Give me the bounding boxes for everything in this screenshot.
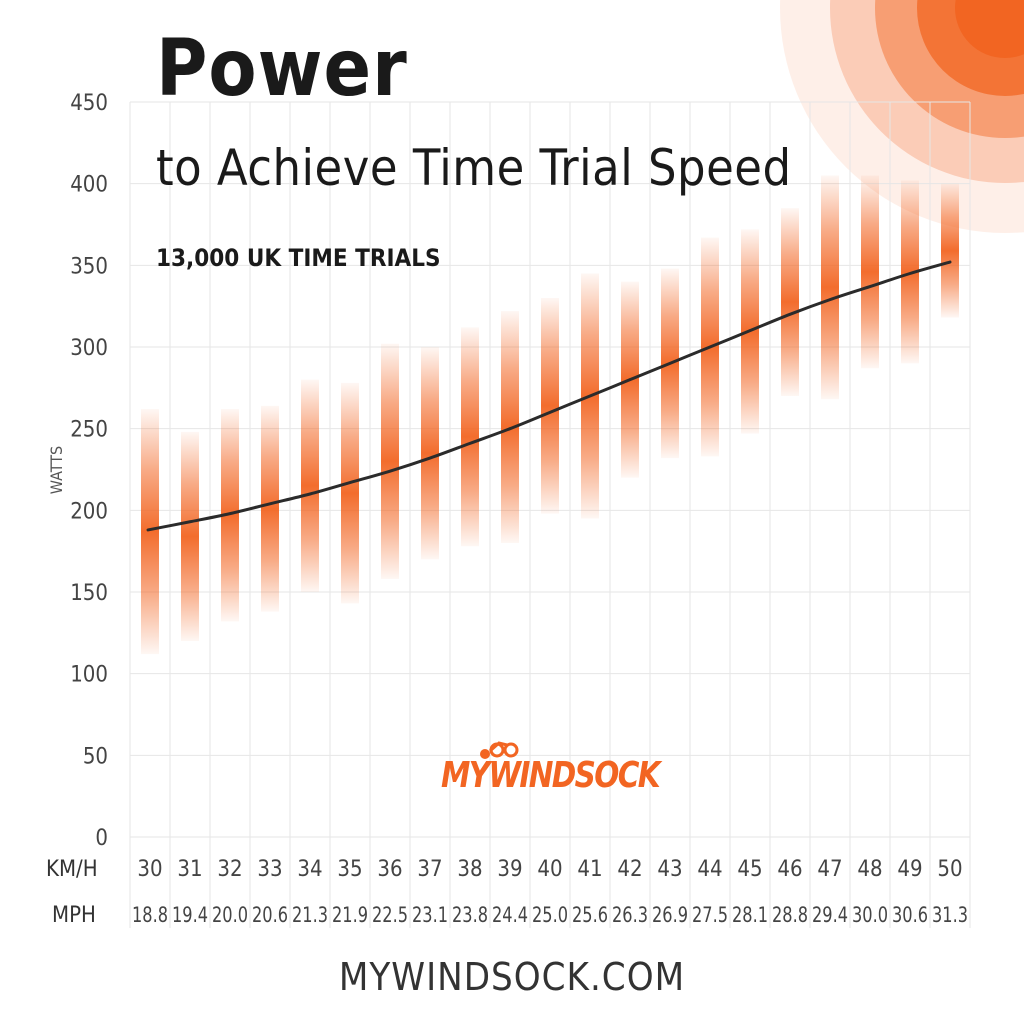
range-bar <box>541 298 559 514</box>
range-bar <box>821 175 839 400</box>
range-bar <box>141 409 159 655</box>
range-bar <box>301 379 319 592</box>
x-tick-label-mph: 29.4 <box>812 903 848 927</box>
x-tick-label-mph: 18.8 <box>132 903 168 927</box>
x-tick-label-kmh: 38 <box>457 857 482 882</box>
chart-title: Power <box>156 24 408 114</box>
x-tick-label-mph: 23.1 <box>412 903 448 927</box>
x-tick-label-mph: 31.3 <box>932 903 968 927</box>
x-axis-row-label-kmh: KM/H <box>46 857 98 882</box>
x-tick-label-kmh: 49 <box>897 857 922 882</box>
range-bar <box>181 431 199 641</box>
x-tick-label-mph: 26.9 <box>652 903 688 927</box>
x-axis-row-label-mph: MPH <box>52 903 96 928</box>
range-bar <box>781 208 799 396</box>
x-tick-label-kmh: 37 <box>417 857 442 882</box>
power-line <box>146 260 952 532</box>
range-bar <box>501 311 519 543</box>
x-tick-label-kmh: 35 <box>337 857 362 882</box>
chart-series-line <box>146 260 952 532</box>
y-tick-label: 150 <box>70 581 108 606</box>
x-tick-label-mph: 20.0 <box>212 903 248 927</box>
x-tick-label-kmh: 48 <box>857 857 882 882</box>
y-tick-label: 200 <box>70 499 108 524</box>
range-bar <box>901 180 919 364</box>
y-tick-label: 250 <box>70 418 108 443</box>
x-tick-label-mph: 28.8 <box>772 903 808 927</box>
range-bar <box>861 175 879 369</box>
footer-url: MYWINDSOCK.COM <box>338 955 686 999</box>
range-bar <box>941 183 959 318</box>
x-tick-label-kmh: 43 <box>657 857 682 882</box>
y-tick-label: 450 <box>70 91 108 116</box>
y-tick-label: 0 <box>95 826 108 851</box>
x-tick-label-kmh: 46 <box>777 857 802 882</box>
x-tick-label-mph: 28.1 <box>732 903 768 927</box>
x-tick-label-kmh: 34 <box>297 857 322 882</box>
x-tick-label-mph: 21.9 <box>332 903 368 927</box>
x-tick-label-kmh: 42 <box>617 857 642 882</box>
cyclist-icon <box>480 741 519 759</box>
range-bar <box>461 327 479 547</box>
sun-rings-decoration <box>780 0 1024 233</box>
x-tick-label-kmh: 45 <box>737 857 762 882</box>
x-tick-label-kmh: 40 <box>537 857 562 882</box>
y-tick-label: 100 <box>70 663 108 688</box>
range-bar <box>421 347 439 560</box>
y-tick-label: 300 <box>70 336 108 361</box>
x-tick-label-kmh: 33 <box>257 857 282 882</box>
x-axis-ticks: 30 31 32 33 34 35 36 37 38 39 40 41 42 43 44 45 46 47 48 49… <box>132 857 968 927</box>
x-tick-label-mph: 30.6 <box>892 903 928 927</box>
x-tick-label-mph: 22.5 <box>372 903 408 927</box>
x-tick-label-mph: 25.6 <box>572 903 608 927</box>
x-tick-label-mph: 23.8 <box>452 903 488 927</box>
y-tick-label: 400 <box>70 173 108 198</box>
x-tick-label-mph: 20.6 <box>252 903 288 927</box>
x-tick-label-mph: 19.4 <box>172 903 208 927</box>
y-tick-label: 350 <box>70 254 108 279</box>
range-bar <box>381 343 399 579</box>
x-tick-label-kmh: 36 <box>377 857 402 882</box>
x-tick-label-kmh: 50 <box>937 857 962 882</box>
chart-note: 13,000 UK TIME TRIALS <box>156 244 441 272</box>
x-tick-label-kmh: 47 <box>817 857 842 882</box>
y-axis-ticks: 0 50 100 150 200 250 300 350 400 450 <box>70 91 108 851</box>
chart-range-bars <box>141 175 959 655</box>
chart-subtitle: to Achieve Time Trial Speed <box>156 139 792 197</box>
y-axis-label: WATTS <box>47 446 66 494</box>
range-bar <box>221 409 239 622</box>
sun-ring-4 <box>955 0 1024 58</box>
x-tick-label-kmh: 39 <box>497 857 522 882</box>
logo-wordmark: MYWINDSOCK <box>441 755 661 796</box>
x-tick-label-kmh: 41 <box>577 857 602 882</box>
x-tick-label-kmh: 32 <box>217 857 242 882</box>
x-tick-label-mph: 30.0 <box>852 903 888 927</box>
y-tick-label: 50 <box>83 744 108 769</box>
x-tick-label-mph: 25.0 <box>532 903 568 927</box>
x-tick-label-kmh: 30 <box>137 857 162 882</box>
x-tick-label-mph: 21.3 <box>292 903 328 927</box>
x-tick-label-mph: 27.5 <box>692 903 728 927</box>
x-tick-label-kmh: 44 <box>697 857 722 882</box>
range-bar <box>341 382 359 604</box>
x-tick-label-kmh: 31 <box>177 857 202 882</box>
x-tick-label-mph: 26.3 <box>612 903 648 927</box>
range-bar <box>261 405 279 612</box>
x-tick-label-mph: 24.4 <box>492 903 528 927</box>
